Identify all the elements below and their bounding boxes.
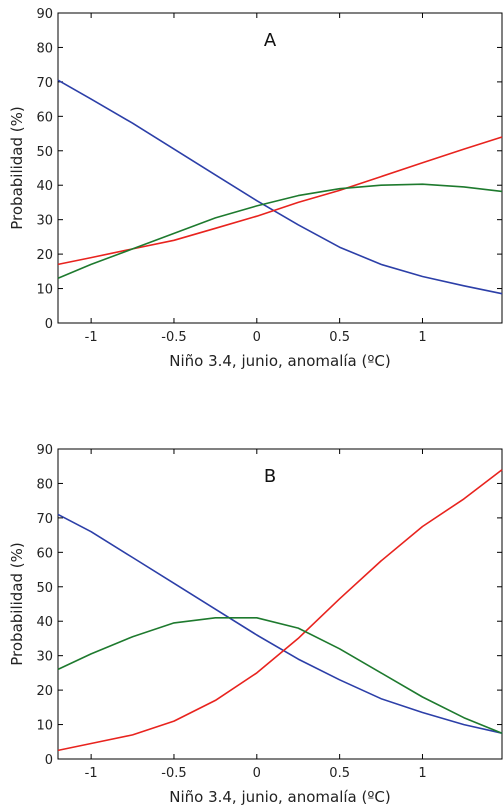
y-tick-label: 30	[36, 214, 53, 229]
y-tick-label: 30	[36, 650, 53, 665]
y-tick-label: 60	[36, 546, 53, 561]
y-tick-label: 70	[36, 76, 53, 91]
y-tick-label: 90	[36, 443, 53, 458]
x-tick-label: 0.5	[329, 330, 350, 345]
plot-frame	[57, 12, 503, 324]
x-tick-label: 0	[253, 330, 261, 345]
y-tick-label: 20	[36, 684, 53, 699]
y-tick-label: 90	[36, 7, 53, 22]
red-line	[57, 469, 503, 752]
y-tick-label: 0	[45, 753, 53, 768]
y-axis-label: Probabilidad (%)	[8, 542, 26, 666]
y-axis-label: Probabilidad (%)	[8, 106, 26, 230]
x-tick-label: 0	[253, 766, 261, 781]
y-tick-label: 10	[36, 719, 53, 734]
y-tick-label: 50	[36, 145, 53, 160]
x-tick-label: -0.5	[161, 766, 186, 781]
x-tick-label: 1	[418, 330, 426, 345]
blue-line	[57, 79, 503, 295]
x-tick-label: 0.5	[329, 766, 350, 781]
blue-line	[57, 513, 503, 734]
y-tick-label: 60	[36, 110, 53, 125]
y-tick-label: 80	[36, 477, 53, 492]
panel-label: A	[264, 30, 277, 51]
x-axis-label: Niño 3.4, junio, anomalía (ºC)	[169, 788, 391, 806]
y-tick-label: 20	[36, 248, 53, 263]
y-tick-label: 50	[36, 581, 53, 596]
y-tick-label: 70	[36, 512, 53, 527]
y-tick-label: 40	[36, 615, 53, 630]
green-line	[57, 183, 503, 279]
plot-frame	[57, 448, 503, 760]
x-tick-label: -1	[85, 330, 98, 345]
y-tick-label: 40	[36, 179, 53, 194]
y-tick-label: 10	[36, 283, 53, 298]
x-tick-label: -1	[85, 766, 98, 781]
green-line	[57, 616, 503, 734]
y-tick-label: 0	[45, 317, 53, 332]
x-tick-label: 1	[418, 766, 426, 781]
x-axis-label: Niño 3.4, junio, anomalía (ºC)	[169, 352, 391, 370]
y-tick-label: 80	[36, 41, 53, 56]
panel-label: B	[264, 466, 276, 487]
x-tick-label: -0.5	[161, 330, 186, 345]
red-line	[57, 136, 503, 266]
